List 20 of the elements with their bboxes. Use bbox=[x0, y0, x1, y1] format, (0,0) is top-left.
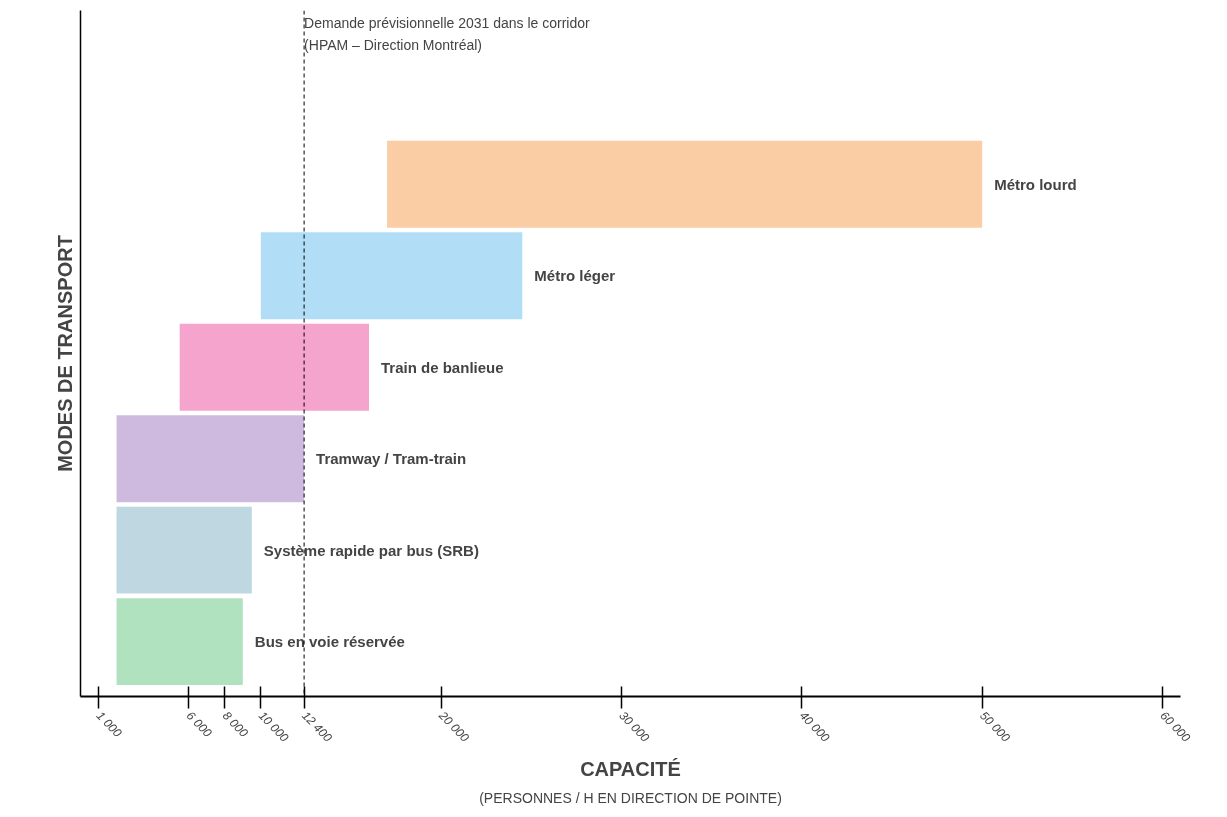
x-tick-label: 40 000 bbox=[796, 708, 833, 745]
y-tick-label: Bus en voie réservée bbox=[254, 633, 405, 651]
y-tick-label: Métro lourd bbox=[994, 175, 1077, 193]
ref-line-label: Demande prévisionnelle 2031 dans le corridor (HPAM – Direction Montréal) bbox=[304, 15, 591, 54]
x-tick-label: 20 000 bbox=[435, 707, 472, 745]
x-tick-label: 60 000 bbox=[1157, 708, 1194, 745]
x-tick-label: 10 000 bbox=[255, 708, 292, 745]
x-tick-label: 8 000 bbox=[219, 708, 251, 741]
text: (PERSONNES / H EN DIRECTION DE POINTE) bbox=[479, 789, 782, 806]
x-tick-label: 6 000 bbox=[183, 708, 215, 741]
y-tick-label: Système rapide par bus (SRB) bbox=[263, 541, 479, 559]
x-tick-label: 1 000 bbox=[93, 708, 125, 741]
x-tick-label: 30 000 bbox=[616, 708, 653, 745]
y-axis-title: MODES DE TRANSPORT bbox=[53, 235, 76, 472]
x-tick-label: 50 000 bbox=[977, 708, 1013, 745]
y-tick-label: Métro léger bbox=[534, 267, 616, 285]
y-tick-label: Train de banlieue bbox=[381, 358, 504, 376]
x-axis-title: CAPACITÉ bbox=[580, 757, 681, 780]
x-tick-label: 12 400 bbox=[299, 708, 335, 745]
y-tick-label: Tramway / Tram-train bbox=[316, 450, 467, 468]
